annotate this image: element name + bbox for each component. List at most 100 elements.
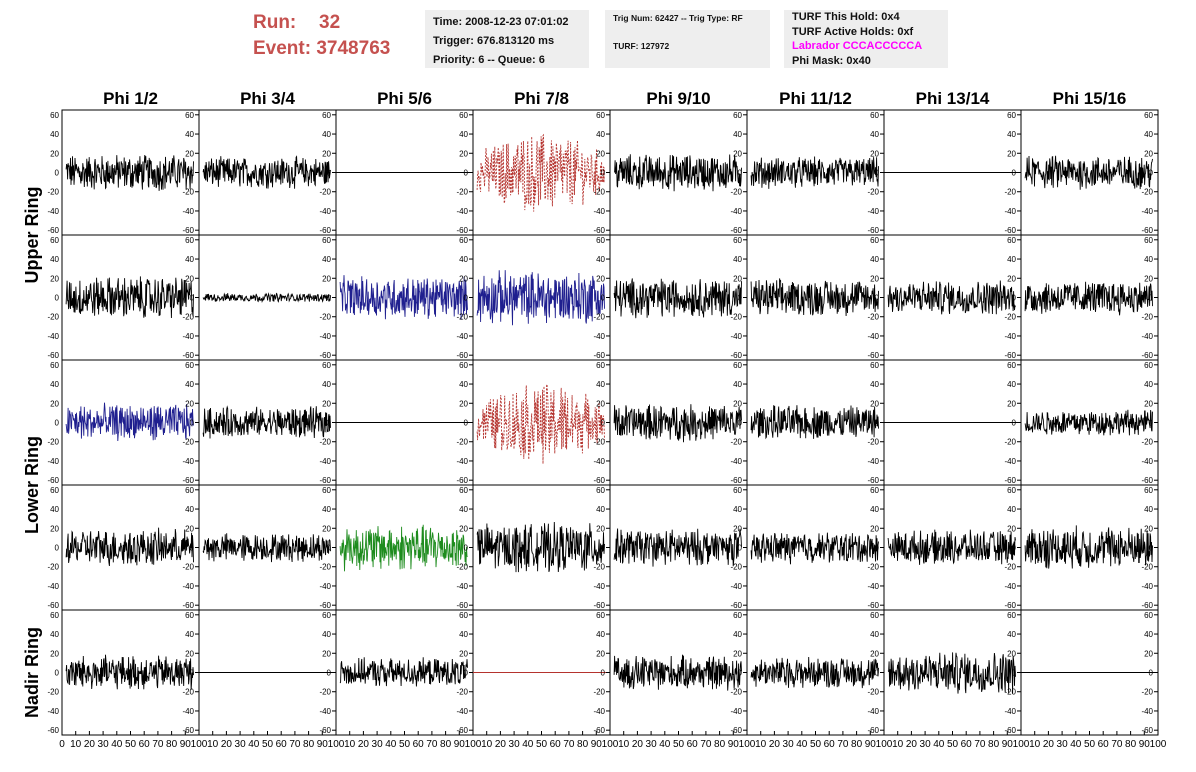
ytick-label: 40 — [1144, 630, 1153, 639]
waveform-r4-c2 — [202, 533, 331, 563]
ytick-label: 60 — [1144, 236, 1153, 245]
ytick-label: 0 — [1149, 294, 1154, 303]
xtick-label: 40 — [522, 739, 534, 750]
ytick-label: 0 — [601, 544, 606, 553]
ytick-label: 60 — [870, 611, 879, 620]
xtick-label: 70 — [289, 739, 301, 750]
ytick-label: -20 — [593, 563, 605, 572]
ytick-label: 20 — [185, 524, 194, 533]
ytick-label: -20 — [593, 688, 605, 697]
ytick-label-left: 60 — [50, 486, 59, 495]
ytick-label-left: -20 — [47, 563, 59, 572]
ytick-label: 40 — [1007, 255, 1016, 264]
xtick-label: 60 — [687, 739, 699, 750]
waveform-r3-c4 — [476, 384, 605, 464]
ytick-label: 40 — [1144, 505, 1153, 514]
ytick-label: 60 — [870, 486, 879, 495]
ytick-label: 0 — [190, 294, 195, 303]
xtick-label: 10 — [618, 739, 630, 750]
ytick-label: 20 — [1007, 274, 1016, 283]
ytick-label: 20 — [596, 399, 605, 408]
ytick-label: -40 — [1004, 207, 1016, 216]
ytick-label-left: 20 — [50, 274, 59, 283]
ytick-label: -20 — [1141, 188, 1153, 197]
ytick-label: 0 — [875, 669, 880, 678]
waveform-r3-c6 — [750, 405, 879, 440]
ytick-label: 60 — [733, 486, 742, 495]
ytick-label: -60 — [1141, 351, 1153, 360]
ytick-label: 60 — [1007, 361, 1016, 370]
ytick-label: 60 — [1144, 111, 1153, 120]
phi-mask-text: Phi Mask: 0x40 — [792, 54, 871, 67]
turf-text: TURF: 127972 — [613, 41, 670, 51]
waveform-r5-c7 — [887, 652, 1016, 694]
ytick-label-left: 40 — [50, 505, 59, 514]
ytick-label: 0 — [875, 294, 880, 303]
ytick-label: -20 — [456, 563, 468, 572]
ytick-label: -60 — [867, 351, 879, 360]
ytick-label: -40 — [1141, 207, 1153, 216]
ytick-label: 0 — [1149, 169, 1154, 178]
ytick-label: 20 — [322, 524, 331, 533]
ytick-label: -20 — [182, 563, 194, 572]
xtick-label: 80 — [166, 739, 178, 750]
ytick-label: -40 — [456, 207, 468, 216]
ytick-label: 20 — [1144, 274, 1153, 283]
xtick-label: 100 — [191, 739, 208, 750]
time-text: Time: 2008-12-23 07:01:02 — [433, 16, 569, 28]
ytick-label: -20 — [1141, 688, 1153, 697]
waveform-r2-c3 — [339, 275, 468, 320]
ytick-label: -40 — [456, 582, 468, 591]
ytick-label: 20 — [1144, 524, 1153, 533]
ytick-label: -40 — [1141, 707, 1153, 716]
xtick-label: 30 — [646, 739, 658, 750]
ytick-label: 0 — [875, 419, 880, 428]
waveform-r1-c6 — [750, 156, 879, 189]
ytick-label: -20 — [730, 188, 742, 197]
xtick-label: 50 — [536, 739, 548, 750]
ytick-label: 0 — [738, 544, 743, 553]
column-header-6: Phi 11/12 — [779, 89, 852, 108]
ytick-label: 60 — [185, 236, 194, 245]
xtick-label: 50 — [262, 739, 274, 750]
ytick-label: 40 — [870, 630, 879, 639]
ytick-label-left: 20 — [50, 149, 59, 158]
ytick-label: -40 — [456, 457, 468, 466]
ytick-label: -40 — [730, 457, 742, 466]
ytick-label: -20 — [730, 563, 742, 572]
event-row: Event: 3748763 — [253, 36, 390, 62]
ytick-label: 20 — [459, 524, 468, 533]
ytick-label: 60 — [596, 236, 605, 245]
ytick-label: 40 — [1144, 255, 1153, 264]
xtick-label: 20 — [358, 739, 370, 750]
column-header-4: Phi 7/8 — [514, 89, 569, 108]
ytick-label: 60 — [870, 111, 879, 120]
ytick-label-left: 20 — [50, 649, 59, 658]
run-row: Run: 32 — [253, 10, 390, 36]
ytick-label: 20 — [1007, 149, 1016, 158]
ytick-label: -60 — [1004, 601, 1016, 610]
ytick-label-left: -60 — [47, 601, 59, 610]
ytick-label: 40 — [733, 255, 742, 264]
event-value: 3748763 — [316, 38, 391, 59]
row-label-lower-ring: Lower Ring — [22, 436, 42, 534]
ytick-label: -60 — [1141, 601, 1153, 610]
xtick-label: 30 — [372, 739, 384, 750]
ytick-label: -60 — [867, 226, 879, 235]
ytick-label: -20 — [867, 313, 879, 322]
ytick-label: -20 — [1004, 438, 1016, 447]
ytick-label-left: 20 — [50, 399, 59, 408]
waveform-r4-c7 — [887, 529, 1016, 565]
waveform-r4-c4 — [476, 521, 605, 573]
ytick-label: -40 — [1141, 457, 1153, 466]
ytick-label: -40 — [182, 707, 194, 716]
xtick-label: 30 — [783, 739, 795, 750]
ytick-label: 20 — [459, 399, 468, 408]
ytick-label: 60 — [459, 611, 468, 620]
ytick-label: 40 — [733, 130, 742, 139]
ytick-label: -40 — [867, 457, 879, 466]
trig-num-text: Trig Num: 62427 -- Trig Type: RF — [613, 13, 743, 23]
panel-frame-r1-c8 — [1020, 109, 1159, 236]
ytick-label: 0 — [601, 294, 606, 303]
ytick-label-left: 60 — [50, 611, 59, 620]
